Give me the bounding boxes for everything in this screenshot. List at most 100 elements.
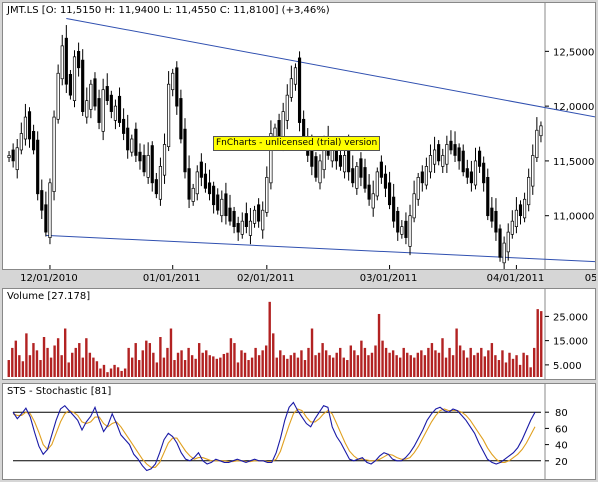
volume-bar (395, 355, 398, 377)
volume-bar (109, 368, 113, 377)
volume-bar (67, 362, 70, 377)
volume-bar (169, 328, 173, 377)
volume-bar (42, 337, 46, 377)
volume-bar (353, 350, 356, 377)
candle-body (175, 67, 179, 107)
candle-body (314, 156, 318, 178)
volume-bar (190, 355, 194, 377)
volume-bar (53, 345, 56, 377)
volume-bar (113, 364, 116, 377)
volume-bar (342, 357, 345, 377)
volume-bar (257, 355, 261, 377)
volume-bar (413, 357, 416, 377)
volume-bar (261, 350, 264, 377)
volume-bar (233, 343, 236, 377)
stochastic-panel[interactable]: 80 60 40 20 STS - Stochastic [81] (2, 383, 596, 480)
volume-bar (427, 347, 430, 377)
volume-bar (511, 358, 515, 377)
candle-body (154, 179, 158, 195)
candle-body (191, 187, 195, 202)
volume-bar (106, 372, 109, 377)
volume-bar (254, 347, 257, 377)
price-tick-label: 11,0000 (553, 212, 594, 223)
candle-body (449, 140, 453, 151)
volume-bar (141, 350, 144, 377)
volume-bar (501, 350, 504, 377)
candle-body (183, 128, 187, 173)
candle-body (445, 144, 449, 165)
volume-bar (123, 368, 127, 377)
candle-body (134, 128, 138, 156)
candle-body (400, 226, 404, 235)
volume-bar (515, 355, 518, 377)
candle-body (158, 166, 163, 200)
candle-body (478, 150, 482, 167)
volume-bar (465, 357, 469, 377)
volume-bar (240, 350, 243, 377)
candle-body (506, 231, 510, 253)
volume-panel[interactable]: 25.000 15.000 5.000 Volume [27.178] (2, 288, 596, 380)
volume-bar (402, 347, 405, 377)
volume-bar (74, 347, 77, 377)
volume-bar (303, 360, 307, 377)
volume-bar (250, 357, 254, 377)
price-tick-label: 11,5000 (553, 157, 594, 168)
stochastic-title: STS - Stochastic [81] (7, 386, 112, 397)
volume-bar (11, 347, 14, 377)
candle-body (244, 213, 248, 228)
volume-bar (494, 355, 497, 377)
candle-body (11, 149, 15, 162)
candle-body (269, 133, 273, 184)
volume-bar (324, 350, 328, 377)
candle-body (387, 182, 392, 206)
volume-bar (300, 350, 303, 377)
candle-body (330, 149, 334, 162)
volume-bar (360, 340, 363, 377)
date-tick-label: 01/01/2011 (143, 273, 201, 284)
candle-body (122, 118, 126, 134)
candle-body (535, 129, 539, 158)
candle-body (469, 171, 473, 184)
candle-body (113, 105, 118, 121)
candle-body (293, 67, 298, 85)
volume-tick-label: 15.000 (553, 337, 588, 348)
volume-bar (99, 368, 102, 377)
candle-body (510, 220, 514, 235)
candle-body (379, 161, 383, 178)
volume-tick-label: 25.000 (553, 312, 588, 323)
volume-bar (272, 333, 275, 377)
volume-bar (346, 360, 349, 377)
volume-bar (374, 345, 377, 377)
stochastic-chart: 80 60 40 20 (12, 384, 568, 479)
volume-bar (483, 356, 487, 377)
price-header: JMT.LS [O: 11,5150 H: 11,9400 L: 11,4550… (7, 5, 330, 16)
candle-body (101, 89, 105, 132)
candle-body (518, 204, 523, 217)
volume-bar (441, 338, 444, 377)
volume-bar (236, 362, 240, 377)
candle-body (265, 176, 269, 213)
candle-body (97, 98, 101, 123)
candle-body (490, 207, 494, 222)
volume-bar (247, 360, 250, 377)
volume-bar (420, 350, 423, 377)
candle-body (371, 193, 375, 209)
date-tick-label: 04/01/2011 (487, 273, 545, 284)
volume-bar (434, 350, 437, 377)
volume-bar (127, 347, 130, 377)
candle-body (539, 125, 543, 137)
volume-tick-label: 5.000 (553, 361, 582, 372)
candle-body (93, 78, 97, 107)
candle-body (527, 176, 531, 206)
volume-bar (473, 355, 476, 377)
volume-bar (155, 362, 159, 377)
volume-bar (138, 360, 141, 377)
candle-body (195, 171, 199, 195)
candle-body (146, 155, 150, 178)
candle-body (408, 215, 412, 247)
candle-body (338, 155, 343, 167)
candle-body (457, 147, 461, 162)
volume-bar (508, 352, 511, 377)
price-chart-panel[interactable]: 12,5000 12,0000 11,5000 11,0000 JMT.LS [O: … (2, 2, 596, 270)
volume-bar (321, 343, 324, 377)
